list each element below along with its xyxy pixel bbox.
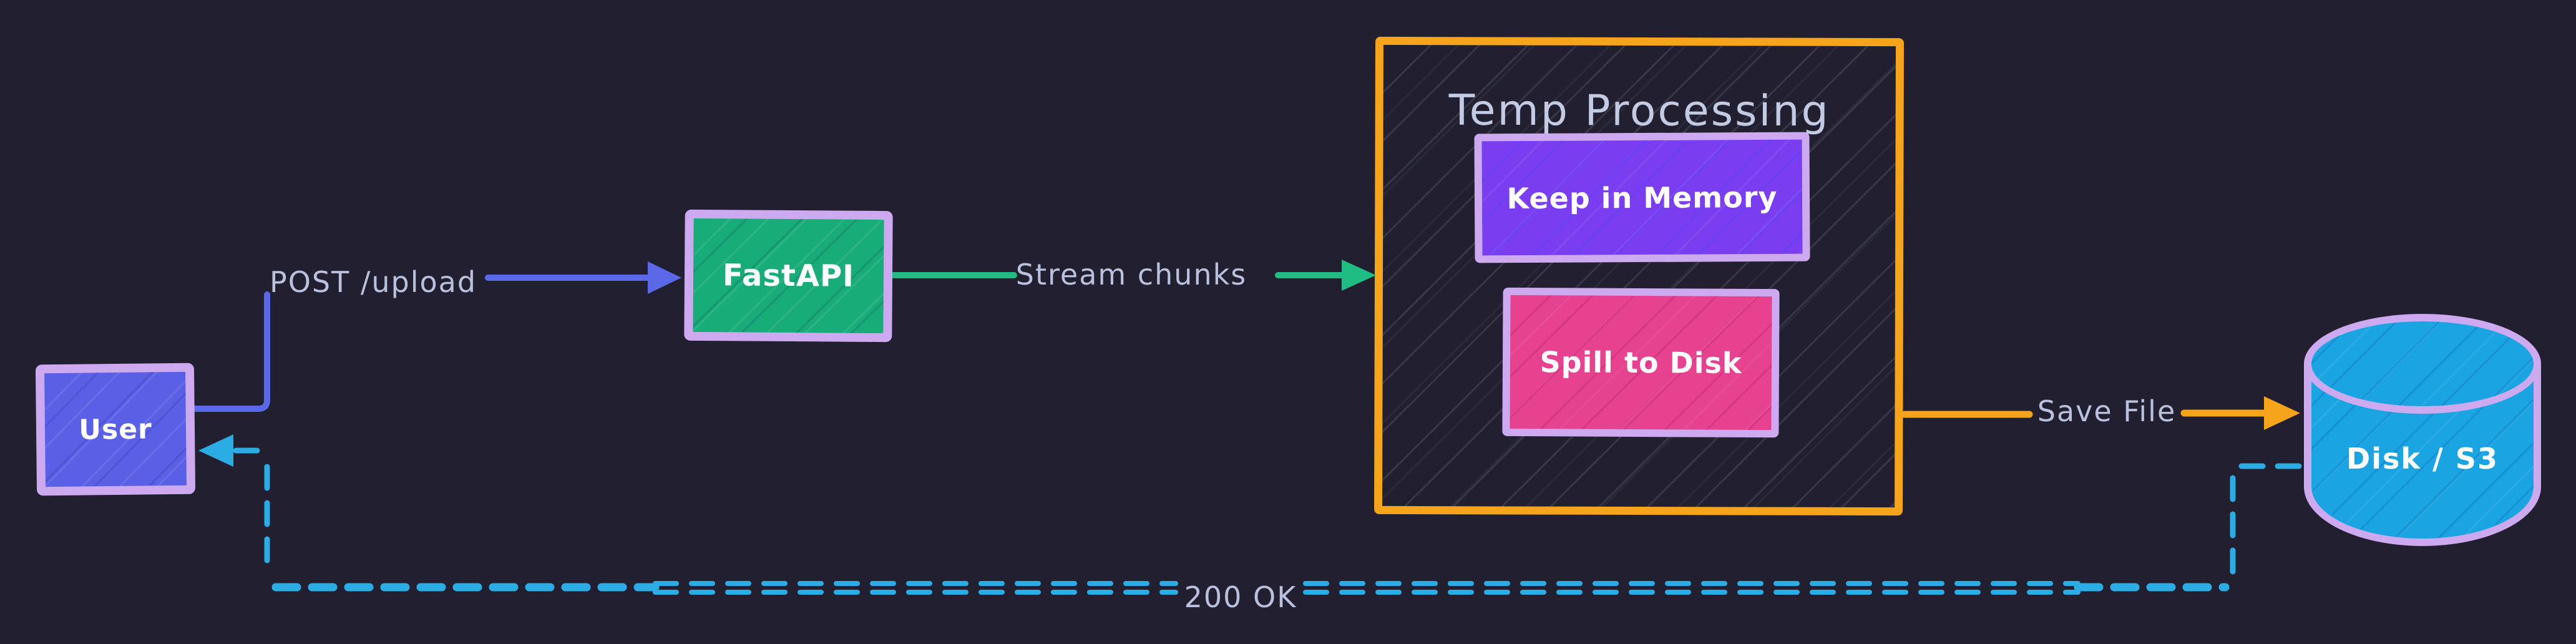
edge-post-upload-line[interactable] [190, 291, 270, 412]
disk-cylinder-top [2304, 314, 2541, 414]
keep-node-label: Keep in Memory [1506, 180, 1778, 215]
edge-label-stream-chunks: Stream chunks [1015, 258, 1247, 291]
spill-to-disk-node[interactable]: Spill to Disk [1502, 287, 1780, 438]
fastapi-node-label: FastAPI [722, 258, 855, 294]
edge-label-post-upload: POST /upload [269, 265, 477, 299]
user-node-label: User [79, 412, 152, 446]
post-upload-arrowhead[interactable] [648, 261, 681, 294]
edge-label-200-ok: 200 OK [1184, 580, 1297, 614]
fastapi-node[interactable]: FastAPI [684, 209, 893, 343]
disk-node-label: Disk / S3 [2346, 442, 2499, 476]
disk-top-hatch [2311, 321, 2534, 406]
save-file-arrowhead[interactable] [2264, 396, 2300, 430]
stream-chunks-arrowhead[interactable] [1342, 260, 1376, 291]
return-arrowhead[interactable] [198, 434, 233, 467]
disk-s3-node[interactable]: Disk / S3 [2304, 314, 2541, 546]
spill-node-label: Spill to Disk [1539, 345, 1742, 380]
keep-in-memory-node[interactable]: Keep in Memory [1474, 132, 1810, 263]
user-node[interactable]: User [35, 363, 196, 496]
edge-label-save-file: Save File [2037, 394, 2177, 428]
